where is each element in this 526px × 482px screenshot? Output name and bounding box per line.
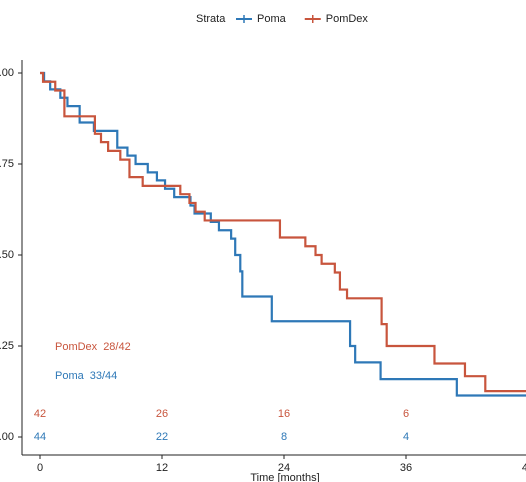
y-tick-label: 0.75 <box>0 158 14 170</box>
annotation-name: PomDex <box>55 341 98 353</box>
legend-label: PomDex <box>326 13 369 25</box>
risk-count: 44 <box>34 431 46 443</box>
survival-curve <box>40 71 526 397</box>
x-axis-label: Time [months] <box>250 472 319 482</box>
survival-curve <box>40 71 526 393</box>
y-tick-label: 0.50 <box>0 249 14 261</box>
risk-count: 42 <box>34 408 46 420</box>
legend-title: Strata <box>196 13 226 25</box>
annotation-name: Poma <box>55 370 85 382</box>
annotation-text: 28/42 <box>103 341 131 353</box>
annotation-text: 33/44 <box>90 370 118 382</box>
risk-count: 4 <box>403 431 409 443</box>
y-tick-label: 0.25 <box>0 340 14 352</box>
legend-label: Poma <box>257 13 287 25</box>
x-tick-label: 48 <box>522 462 526 474</box>
x-tick-label: 0 <box>37 462 43 474</box>
y-tick-label: 1.00 <box>0 67 14 79</box>
x-tick-label: 36 <box>400 462 412 474</box>
risk-count: 8 <box>281 431 287 443</box>
risk-count: 6 <box>403 408 409 420</box>
risk-count: 16 <box>278 408 290 420</box>
x-tick-label: 24 <box>278 462 290 474</box>
risk-count: 26 <box>156 408 168 420</box>
risk-count: 22 <box>156 431 168 443</box>
y-tick-label: 0.00 <box>0 431 14 443</box>
x-tick-label: 12 <box>156 462 168 474</box>
